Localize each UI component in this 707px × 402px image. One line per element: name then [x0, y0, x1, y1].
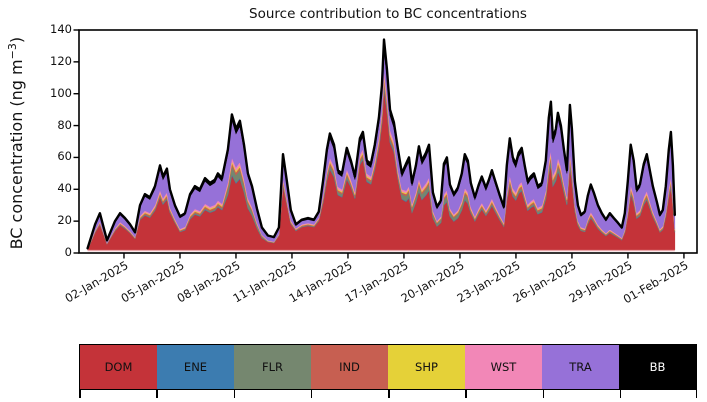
- total-bc-line: [86, 38, 676, 250]
- legend-tick-mark: [233, 390, 235, 398]
- y-tick-label: 120: [50, 53, 72, 68]
- plot-frame: [78, 29, 698, 254]
- legend-item-BB: BB: [619, 345, 696, 389]
- legend-label: SHP: [415, 360, 438, 374]
- legend-item-ENE: ENE: [157, 345, 234, 389]
- legend-label: BB: [649, 360, 666, 374]
- legend-tick-mark: [619, 390, 622, 398]
- y-tick-label: 80: [57, 117, 72, 132]
- legend-item-FLR: FLR: [234, 345, 311, 389]
- legend-item-DOM: DOM: [80, 345, 157, 389]
- legend-tick-mark: [465, 390, 467, 398]
- legend-item-SHP: SHP: [388, 345, 465, 389]
- y-tick-label: 140: [50, 22, 72, 36]
- legend-item-IND: IND: [311, 345, 388, 389]
- legend-label: IND: [339, 360, 360, 374]
- legend-tick-mark: [695, 390, 697, 398]
- legend-label: ENE: [183, 360, 208, 374]
- legend-label: FLR: [261, 360, 283, 374]
- legend-tick-mark: [388, 390, 390, 398]
- legend-item-WST: WST: [465, 345, 542, 389]
- y-tick-label: 60: [57, 149, 72, 164]
- legend-label: DOM: [104, 360, 133, 374]
- legend-tick-mark: [156, 390, 158, 398]
- legend-label: WST: [490, 360, 517, 374]
- legend-item-TRA: TRA: [542, 345, 619, 389]
- y-tick-label: 40: [57, 181, 72, 196]
- y-tick-label: 0: [64, 245, 72, 259]
- chart-title: Source contribution to BC concentrations: [249, 6, 527, 22]
- y-tick-label: 20: [57, 213, 72, 228]
- legend-tick-mark: [542, 390, 544, 398]
- legend-label: TRA: [569, 360, 592, 374]
- legend-tick-mark: [79, 390, 81, 398]
- y-tick-label: 100: [50, 85, 72, 100]
- legend-tick-mark: [310, 390, 313, 398]
- legend: DOM ENE FLR IND SHP WST TRA BB: [79, 344, 697, 390]
